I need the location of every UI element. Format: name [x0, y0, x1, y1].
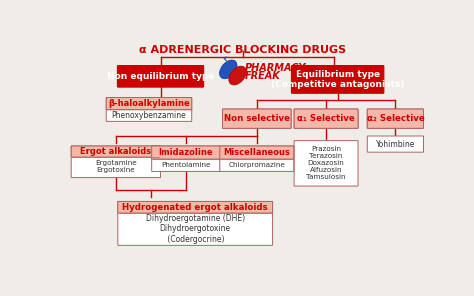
FancyBboxPatch shape [222, 109, 291, 128]
FancyBboxPatch shape [71, 146, 161, 157]
Text: PHARMACY: PHARMACY [245, 63, 307, 73]
FancyBboxPatch shape [118, 65, 204, 87]
FancyBboxPatch shape [220, 146, 294, 159]
FancyBboxPatch shape [106, 97, 191, 121]
Text: Ergot alkaloids: Ergot alkaloids [80, 147, 151, 156]
Text: Imidazoline: Imidazoline [159, 148, 213, 157]
FancyBboxPatch shape [71, 146, 161, 178]
FancyBboxPatch shape [152, 146, 220, 159]
Text: β-haloalkylamine: β-haloalkylamine [108, 99, 190, 108]
FancyBboxPatch shape [367, 109, 423, 128]
FancyBboxPatch shape [292, 65, 384, 93]
Text: Phenoxybenzamine: Phenoxybenzamine [111, 111, 186, 120]
Text: Miscellaneous: Miscellaneous [223, 148, 290, 157]
Text: Prazosin
Terazosin
Doxazosin
Alfuzosin
Tamsulosin: Prazosin Terazosin Doxazosin Alfuzosin T… [306, 146, 346, 180]
FancyBboxPatch shape [222, 109, 291, 128]
Text: Phentolamine: Phentolamine [161, 162, 211, 168]
FancyBboxPatch shape [294, 109, 358, 128]
FancyBboxPatch shape [294, 109, 358, 128]
Text: Equilibrium type
(Competitive antagonists): Equilibrium type (Competitive antagonist… [271, 70, 404, 89]
Ellipse shape [219, 60, 237, 79]
Text: α₂ Selective: α₂ Selective [366, 114, 424, 123]
Text: Dihydroergotamine (DHE)
Dihydroergotoxine
 (Codergocrine): Dihydroergotamine (DHE) Dihydroergotoxin… [146, 214, 245, 244]
Text: Non selective: Non selective [224, 114, 290, 123]
Text: FREAK: FREAK [245, 70, 281, 81]
Text: Chlorpromazine: Chlorpromazine [228, 162, 285, 168]
FancyBboxPatch shape [106, 97, 191, 110]
Text: Yohimbine: Yohimbine [376, 140, 415, 149]
Text: Ergotamine
Ergotoxine: Ergotamine Ergotoxine [95, 160, 137, 173]
FancyBboxPatch shape [367, 136, 423, 152]
FancyBboxPatch shape [152, 146, 220, 171]
Ellipse shape [229, 66, 246, 85]
FancyBboxPatch shape [220, 146, 294, 171]
Text: α₁ Selective: α₁ Selective [297, 114, 355, 123]
Text: Hydrogenated ergot alkaloids: Hydrogenated ergot alkaloids [122, 203, 268, 212]
FancyBboxPatch shape [118, 202, 273, 245]
Text: α ADRENERGIC BLOCKING DRUGS: α ADRENERGIC BLOCKING DRUGS [139, 45, 346, 55]
FancyBboxPatch shape [118, 202, 273, 213]
Text: Non equilibrium type: Non equilibrium type [107, 72, 214, 81]
FancyBboxPatch shape [367, 109, 423, 128]
FancyBboxPatch shape [294, 141, 358, 186]
